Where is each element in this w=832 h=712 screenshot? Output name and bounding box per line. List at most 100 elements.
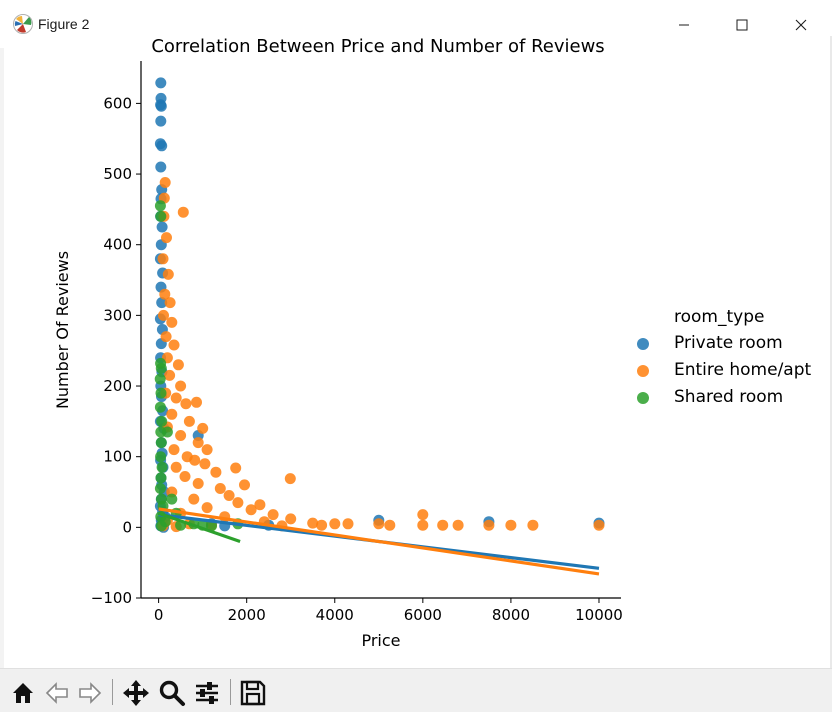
maximize-button[interactable]	[713, 8, 771, 42]
data-point	[175, 430, 187, 441]
data-point	[175, 380, 187, 392]
data-point	[168, 444, 180, 456]
plot-layer	[154, 77, 605, 576]
data-point	[170, 392, 182, 404]
minimize-button[interactable]	[655, 8, 713, 42]
data-point	[155, 362, 167, 374]
x-tick-label: 10000	[575, 606, 623, 624]
floppy-disk-icon	[240, 680, 266, 706]
data-point	[154, 401, 166, 413]
data-point	[159, 177, 171, 188]
data-point	[593, 519, 605, 531]
toolbar-separator	[112, 679, 113, 705]
back-button[interactable]	[42, 678, 72, 708]
chart-title: Correlation Between Price and Number of …	[151, 36, 604, 57]
legend-marker-shared-room	[637, 392, 649, 404]
data-point	[156, 297, 168, 309]
data-point	[155, 161, 167, 173]
toolbar-separator	[230, 679, 231, 705]
y-tick-label: 200	[103, 377, 132, 395]
y-tick-label: 100	[103, 448, 132, 466]
data-point	[162, 268, 174, 280]
pan-button[interactable]	[121, 678, 151, 708]
forward-button[interactable]	[75, 678, 105, 708]
legend: room_type Private room Entire home/apt S…	[637, 307, 812, 407]
close-button[interactable]	[772, 8, 830, 42]
data-point	[417, 509, 429, 521]
data-point	[316, 519, 328, 531]
data-point	[166, 316, 178, 328]
regression-line-1	[158, 507, 600, 576]
data-point	[155, 387, 167, 399]
x-tick-label: 0	[154, 606, 164, 624]
data-point	[160, 331, 172, 343]
forward-arrow-icon	[79, 682, 102, 704]
axes-layer: 0 2000 4000 6000 8000 10000 −100 0 100 200 300 400 5…	[91, 61, 623, 624]
data-point	[307, 517, 319, 529]
data-point	[155, 100, 167, 112]
data-point	[154, 373, 166, 385]
data-point	[164, 297, 176, 309]
minimize-icon	[679, 24, 689, 26]
home-button[interactable]	[8, 678, 38, 708]
data-point	[179, 471, 191, 482]
data-point	[223, 490, 235, 501]
data-point	[384, 519, 396, 531]
data-point	[230, 462, 242, 474]
data-point	[199, 458, 211, 470]
x-tick-label: 8000	[492, 606, 530, 624]
data-point	[417, 519, 429, 531]
data-point	[156, 140, 168, 152]
x-axis-label: Price	[361, 631, 400, 650]
legend-marker-private-room	[637, 338, 649, 350]
x-tick-label: 6000	[404, 606, 442, 624]
data-point	[452, 519, 464, 531]
data-point	[342, 518, 354, 530]
data-point	[527, 519, 539, 531]
window-title: Figure 2	[38, 16, 90, 32]
data-point	[210, 466, 222, 478]
magnifier-icon	[159, 680, 185, 706]
data-point	[483, 519, 495, 531]
data-point	[155, 437, 167, 449]
configure-subplots-button[interactable]	[192, 678, 222, 708]
y-tick-label: 500	[103, 165, 132, 183]
data-point	[156, 461, 168, 473]
data-point	[329, 518, 341, 530]
data-point	[155, 451, 167, 463]
data-point	[157, 253, 169, 265]
data-point	[373, 518, 385, 530]
data-point	[158, 309, 169, 321]
home-icon	[13, 683, 33, 703]
legend-title: room_type	[674, 307, 764, 327]
data-point	[177, 206, 189, 218]
x-tick-label: 2000	[228, 606, 266, 624]
navigation-toolbar	[0, 668, 832, 712]
series-0	[154, 77, 605, 533]
y-tick-label: 400	[103, 236, 132, 254]
data-point	[164, 369, 176, 381]
data-point	[155, 472, 167, 484]
legend-label-shared-room: Shared room	[674, 387, 783, 407]
data-point	[154, 200, 166, 212]
data-point	[156, 415, 168, 427]
right-window-edge	[830, 36, 832, 668]
data-point	[156, 221, 168, 233]
figure-canvas[interactable]: Correlation Between Price and Number of …	[4, 36, 832, 668]
series-1	[157, 177, 605, 533]
data-point	[166, 493, 178, 505]
data-point	[214, 483, 226, 494]
data-point	[155, 77, 167, 89]
y-tick-label: 600	[103, 94, 132, 112]
series-2	[154, 200, 244, 532]
data-point	[188, 493, 200, 505]
data-point	[189, 454, 201, 466]
left-window-edge	[0, 0, 4, 668]
data-point	[197, 422, 209, 434]
legend-label-entire-home: Entire home/apt	[674, 360, 812, 380]
zoom-button[interactable]	[157, 678, 187, 708]
data-point	[161, 232, 172, 244]
move-icon	[123, 680, 149, 706]
save-button[interactable]	[238, 678, 268, 708]
